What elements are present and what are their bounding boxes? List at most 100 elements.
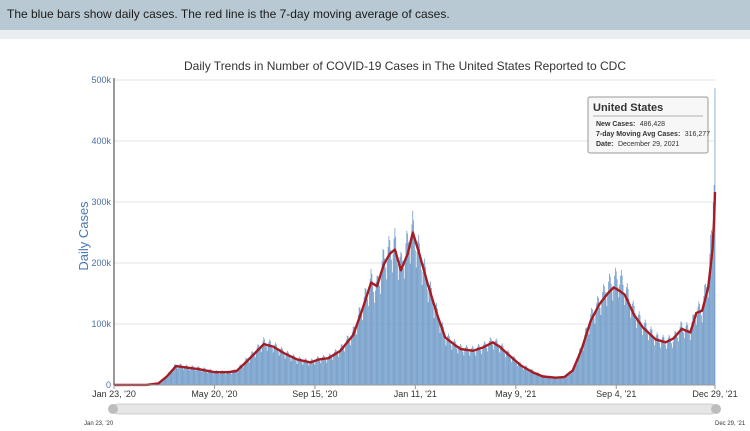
- daily-case-bar: [522, 367, 523, 385]
- daily-case-bar: [217, 371, 219, 385]
- daily-case-bar: [563, 377, 564, 385]
- daily-case-bar: [208, 370, 209, 385]
- daily-case-bar: [229, 371, 231, 385]
- daily-case-bar: [663, 336, 665, 385]
- daily-case-bar: [274, 344, 276, 385]
- daily-case-bar: [448, 336, 450, 385]
- daily-case-bar: [677, 341, 679, 385]
- daily-case-bar: [625, 294, 626, 385]
- daily-case-bar: [492, 344, 494, 385]
- daily-case-bar: [532, 370, 534, 385]
- daily-case-bar: [705, 283, 706, 385]
- daily-case-bar: [231, 371, 233, 385]
- daily-case-bar: [304, 359, 306, 385]
- daily-case-bar: [456, 349, 458, 385]
- daily-case-bar: [558, 378, 560, 385]
- daily-case-bar: [449, 340, 451, 385]
- daily-case-bar: [550, 376, 552, 385]
- daily-case-bar: [655, 335, 657, 385]
- daily-case-bar: [443, 333, 445, 385]
- daily-case-bar: [487, 351, 489, 385]
- daily-case-bar: [699, 304, 701, 385]
- daily-case-bar: [285, 355, 287, 385]
- navigator-end-label: Dec 29, '21: [715, 421, 746, 427]
- range-navigator[interactable]: Jan 23, '20 Dec 29, '21: [84, 403, 746, 427]
- daily-case-bar: [586, 327, 587, 385]
- daily-case-bar: [556, 377, 558, 385]
- daily-case-bar: [351, 331, 353, 385]
- daily-case-bar: [621, 275, 623, 385]
- daily-case-bar: [203, 367, 205, 385]
- daily-case-bar: [284, 358, 286, 385]
- daily-case-bar: [448, 333, 449, 385]
- navigator-track[interactable]: [112, 403, 717, 415]
- daily-case-bar: [445, 345, 447, 385]
- daily-case-bar: [557, 377, 558, 385]
- daily-case-bar: [200, 369, 202, 385]
- daily-case-bar: [354, 328, 356, 385]
- daily-case-bar: [422, 271, 424, 385]
- y-tick-label: 200k: [91, 258, 111, 268]
- daily-case-bar: [385, 279, 387, 385]
- daily-case-bar: [569, 372, 571, 385]
- daily-case-bar: [344, 351, 346, 385]
- daily-case-bar: [443, 327, 444, 385]
- daily-case-bar: [321, 359, 323, 385]
- daily-case-bar: [477, 346, 478, 385]
- daily-case-bar: [508, 352, 510, 385]
- navigator-right-handle[interactable]: [711, 404, 721, 414]
- daily-case-bar: [614, 275, 615, 385]
- daily-case-bar: [428, 291, 430, 385]
- banner-divider: [0, 30, 750, 39]
- daily-case-bar: [372, 283, 374, 385]
- daily-case-bar: [309, 362, 311, 385]
- daily-case-bar: [208, 369, 210, 385]
- daily-case-bar: [355, 330, 357, 385]
- daily-case-bar: [252, 351, 254, 385]
- daily-case-bar: [650, 326, 652, 385]
- daily-case-bar: [712, 202, 714, 385]
- daily-case-bar: [533, 371, 535, 385]
- daily-case-bar: [679, 326, 681, 385]
- daily-case-bar: [283, 355, 285, 385]
- daily-case-bar: [318, 358, 320, 385]
- daily-case-bar: [568, 372, 569, 385]
- daily-case-bar: [490, 338, 492, 385]
- daily-case-bar: [506, 351, 508, 385]
- daily-case-bar: [658, 338, 660, 385]
- daily-case-bar: [188, 368, 190, 385]
- daily-case-bar: [219, 374, 220, 385]
- daily-case-bar: [421, 284, 423, 385]
- daily-case-bar: [165, 378, 167, 385]
- daily-case-bar: [528, 370, 529, 385]
- daily-case-bar: [311, 359, 313, 385]
- daily-case-bar: [374, 302, 375, 385]
- daily-case-bar: [420, 269, 422, 385]
- daily-case-bar: [254, 357, 256, 385]
- daily-case-bar: [513, 355, 515, 385]
- daily-case-bar: [572, 368, 574, 385]
- daily-case-bar: [580, 348, 582, 385]
- daily-case-bar: [551, 377, 552, 385]
- daily-case-bar: [167, 374, 168, 385]
- daily-case-bar: [394, 227, 396, 385]
- daily-case-bar: [438, 324, 440, 385]
- daily-case-bar: [314, 364, 316, 385]
- navigator-left-handle[interactable]: [108, 404, 118, 414]
- daily-case-bar: [559, 377, 561, 385]
- daily-case-bar: [632, 300, 634, 385]
- daily-case-bar: [605, 298, 607, 385]
- daily-case-bar: [590, 314, 592, 385]
- daily-case-bar: [193, 367, 195, 385]
- daily-case-bar: [666, 342, 668, 385]
- daily-case-bar: [423, 263, 425, 385]
- daily-case-bar: [259, 349, 261, 385]
- daily-case-bar: [552, 378, 554, 385]
- daily-case-bar: [412, 210, 414, 385]
- daily-case-bar: [250, 354, 252, 385]
- daily-case-bar: [390, 249, 392, 385]
- tooltip-box: [587, 96, 709, 154]
- daily-case-bar: [561, 376, 563, 385]
- daily-case-bar: [697, 307, 699, 385]
